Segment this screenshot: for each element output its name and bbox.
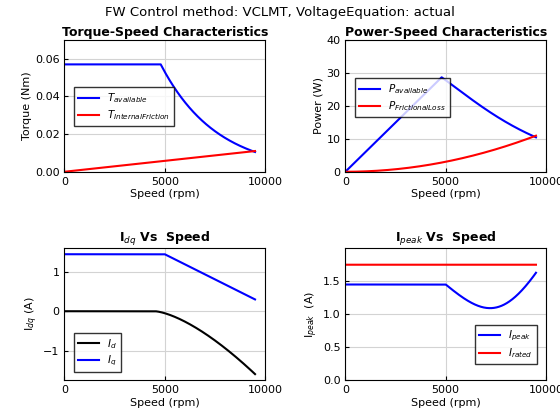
$I_{rated}$ [435, 262, 441, 267]
$T_{available}$ [246, 147, 253, 152]
$I_{rated}$ [533, 262, 539, 267]
Text: FW Control method: VCLMT, VoltageEquation: actual: FW Control method: VCLMT, VoltageEquatio… [105, 6, 455, 19]
Line: $P_{available}$: $P_{available}$ [346, 77, 536, 172]
Y-axis label: Torque (Nm): Torque (Nm) [22, 71, 32, 140]
Title: I$_{dq}$ Vs  Speed: I$_{dq}$ Vs Speed [119, 230, 211, 248]
$I_d$ [246, 367, 253, 372]
$I_d$ [246, 366, 253, 371]
$T_{available}$ [211, 129, 218, 134]
Legend: $T_{available}$, $T_{InternalFriction}$: $T_{available}$, $T_{InternalFriction}$ [73, 87, 174, 126]
$I_{rated}$ [492, 262, 499, 267]
Line: $I_{peak}$: $I_{peak}$ [346, 273, 536, 308]
X-axis label: Speed (rpm): Speed (rpm) [130, 398, 199, 408]
$I_q$ [154, 252, 161, 257]
$P_{FrictionalLoss}$ [492, 147, 499, 152]
$I_q$ [148, 252, 155, 257]
$P_{available}$ [342, 169, 349, 174]
$P_{available}$ [492, 113, 499, 118]
$I_d$ [211, 338, 218, 343]
$I_{peak}$ [492, 305, 499, 310]
$I_{rated}$ [352, 262, 358, 267]
$I_{peak}$ [527, 278, 534, 283]
$T_{available}$ [154, 62, 161, 67]
$I_q$ [246, 294, 253, 299]
$T_{InternalFriction}$ [246, 149, 253, 154]
$I_{rated}$ [430, 262, 436, 267]
$I_q$ [246, 294, 253, 299]
$I_q$ [71, 252, 77, 257]
X-axis label: Speed (rpm): Speed (rpm) [411, 398, 480, 408]
$T_{InternalFriction}$ [251, 149, 258, 154]
Line: $T_{InternalFriction}$: $T_{InternalFriction}$ [64, 151, 255, 172]
Line: $P_{FrictionalLoss}$: $P_{FrictionalLoss}$ [346, 136, 536, 172]
$T_{available}$ [71, 62, 77, 67]
$T_{InternalFriction}$ [246, 149, 253, 154]
$P_{FrictionalLoss}$ [435, 161, 441, 166]
$P_{available}$ [527, 132, 534, 137]
$T_{available}$ [246, 147, 253, 152]
$I_d$ [71, 309, 77, 314]
$P_{available}$ [533, 135, 539, 140]
$I_{peak}$ [430, 282, 436, 287]
Line: $I_q$: $I_q$ [64, 254, 255, 299]
$I_{peak}$ [342, 282, 349, 287]
Y-axis label: I$_{peak}$  (A): I$_{peak}$ (A) [304, 291, 320, 338]
$I_{rated}$ [527, 262, 534, 267]
$P_{available}$ [438, 75, 445, 80]
Legend: $I_d$, $I_q$: $I_d$, $I_q$ [73, 333, 121, 372]
$T_{InternalFriction}$ [71, 168, 77, 173]
$I_q$ [211, 277, 218, 282]
$P_{available}$ [527, 132, 534, 137]
Legend: $I_{peak}$, $I_{rated}$: $I_{peak}$, $I_{rated}$ [475, 325, 537, 364]
$I_{peak}$ [352, 282, 358, 287]
$P_{FrictionalLoss}$ [527, 135, 534, 140]
$I_{peak}$ [487, 306, 493, 311]
$I_q$ [251, 297, 258, 302]
$I_d$ [148, 309, 155, 314]
Title: I$_{peak}$ Vs  Speed: I$_{peak}$ Vs Speed [395, 230, 496, 248]
$I_{peak}$ [527, 278, 534, 283]
$T_{available}$ [251, 150, 258, 155]
$P_{FrictionalLoss}$ [342, 169, 349, 174]
$T_{InternalFriction}$ [211, 153, 218, 158]
$P_{FrictionalLoss}$ [533, 133, 539, 138]
Title: Power-Speed Characteristics: Power-Speed Characteristics [344, 26, 547, 39]
$I_d$ [251, 372, 258, 377]
$P_{available}$ [435, 79, 441, 84]
$P_{FrictionalLoss}$ [430, 162, 436, 167]
$I_q$ [61, 252, 68, 257]
$P_{FrictionalLoss}$ [352, 169, 358, 174]
Line: $T_{available}$: $T_{available}$ [64, 64, 255, 152]
$I_d$ [154, 309, 161, 314]
$I_d$ [61, 309, 68, 314]
$I_{peak}$ [533, 270, 539, 275]
$P_{available}$ [352, 160, 358, 165]
X-axis label: Speed (rpm): Speed (rpm) [411, 189, 480, 200]
$I_{peak}$ [435, 282, 441, 287]
$I_{rated}$ [342, 262, 349, 267]
$T_{InternalFriction}$ [154, 159, 161, 164]
Legend: $P_{available}$, $P_{FrictionalLoss}$: $P_{available}$, $P_{FrictionalLoss}$ [354, 78, 450, 117]
Y-axis label: Power (W): Power (W) [314, 77, 324, 134]
$T_{InternalFriction}$ [61, 169, 68, 174]
Title: Torque-Speed Characteristics: Torque-Speed Characteristics [62, 26, 268, 39]
$T_{available}$ [148, 62, 155, 67]
Y-axis label: I$_{dq}$ (A): I$_{dq}$ (A) [24, 297, 40, 331]
$T_{available}$ [61, 62, 68, 67]
$T_{InternalFriction}$ [148, 160, 155, 165]
$I_{rated}$ [527, 262, 534, 267]
Line: $I_d$: $I_d$ [64, 311, 255, 374]
$P_{available}$ [430, 83, 436, 88]
X-axis label: Speed (rpm): Speed (rpm) [130, 189, 199, 200]
$P_{FrictionalLoss}$ [527, 135, 534, 140]
